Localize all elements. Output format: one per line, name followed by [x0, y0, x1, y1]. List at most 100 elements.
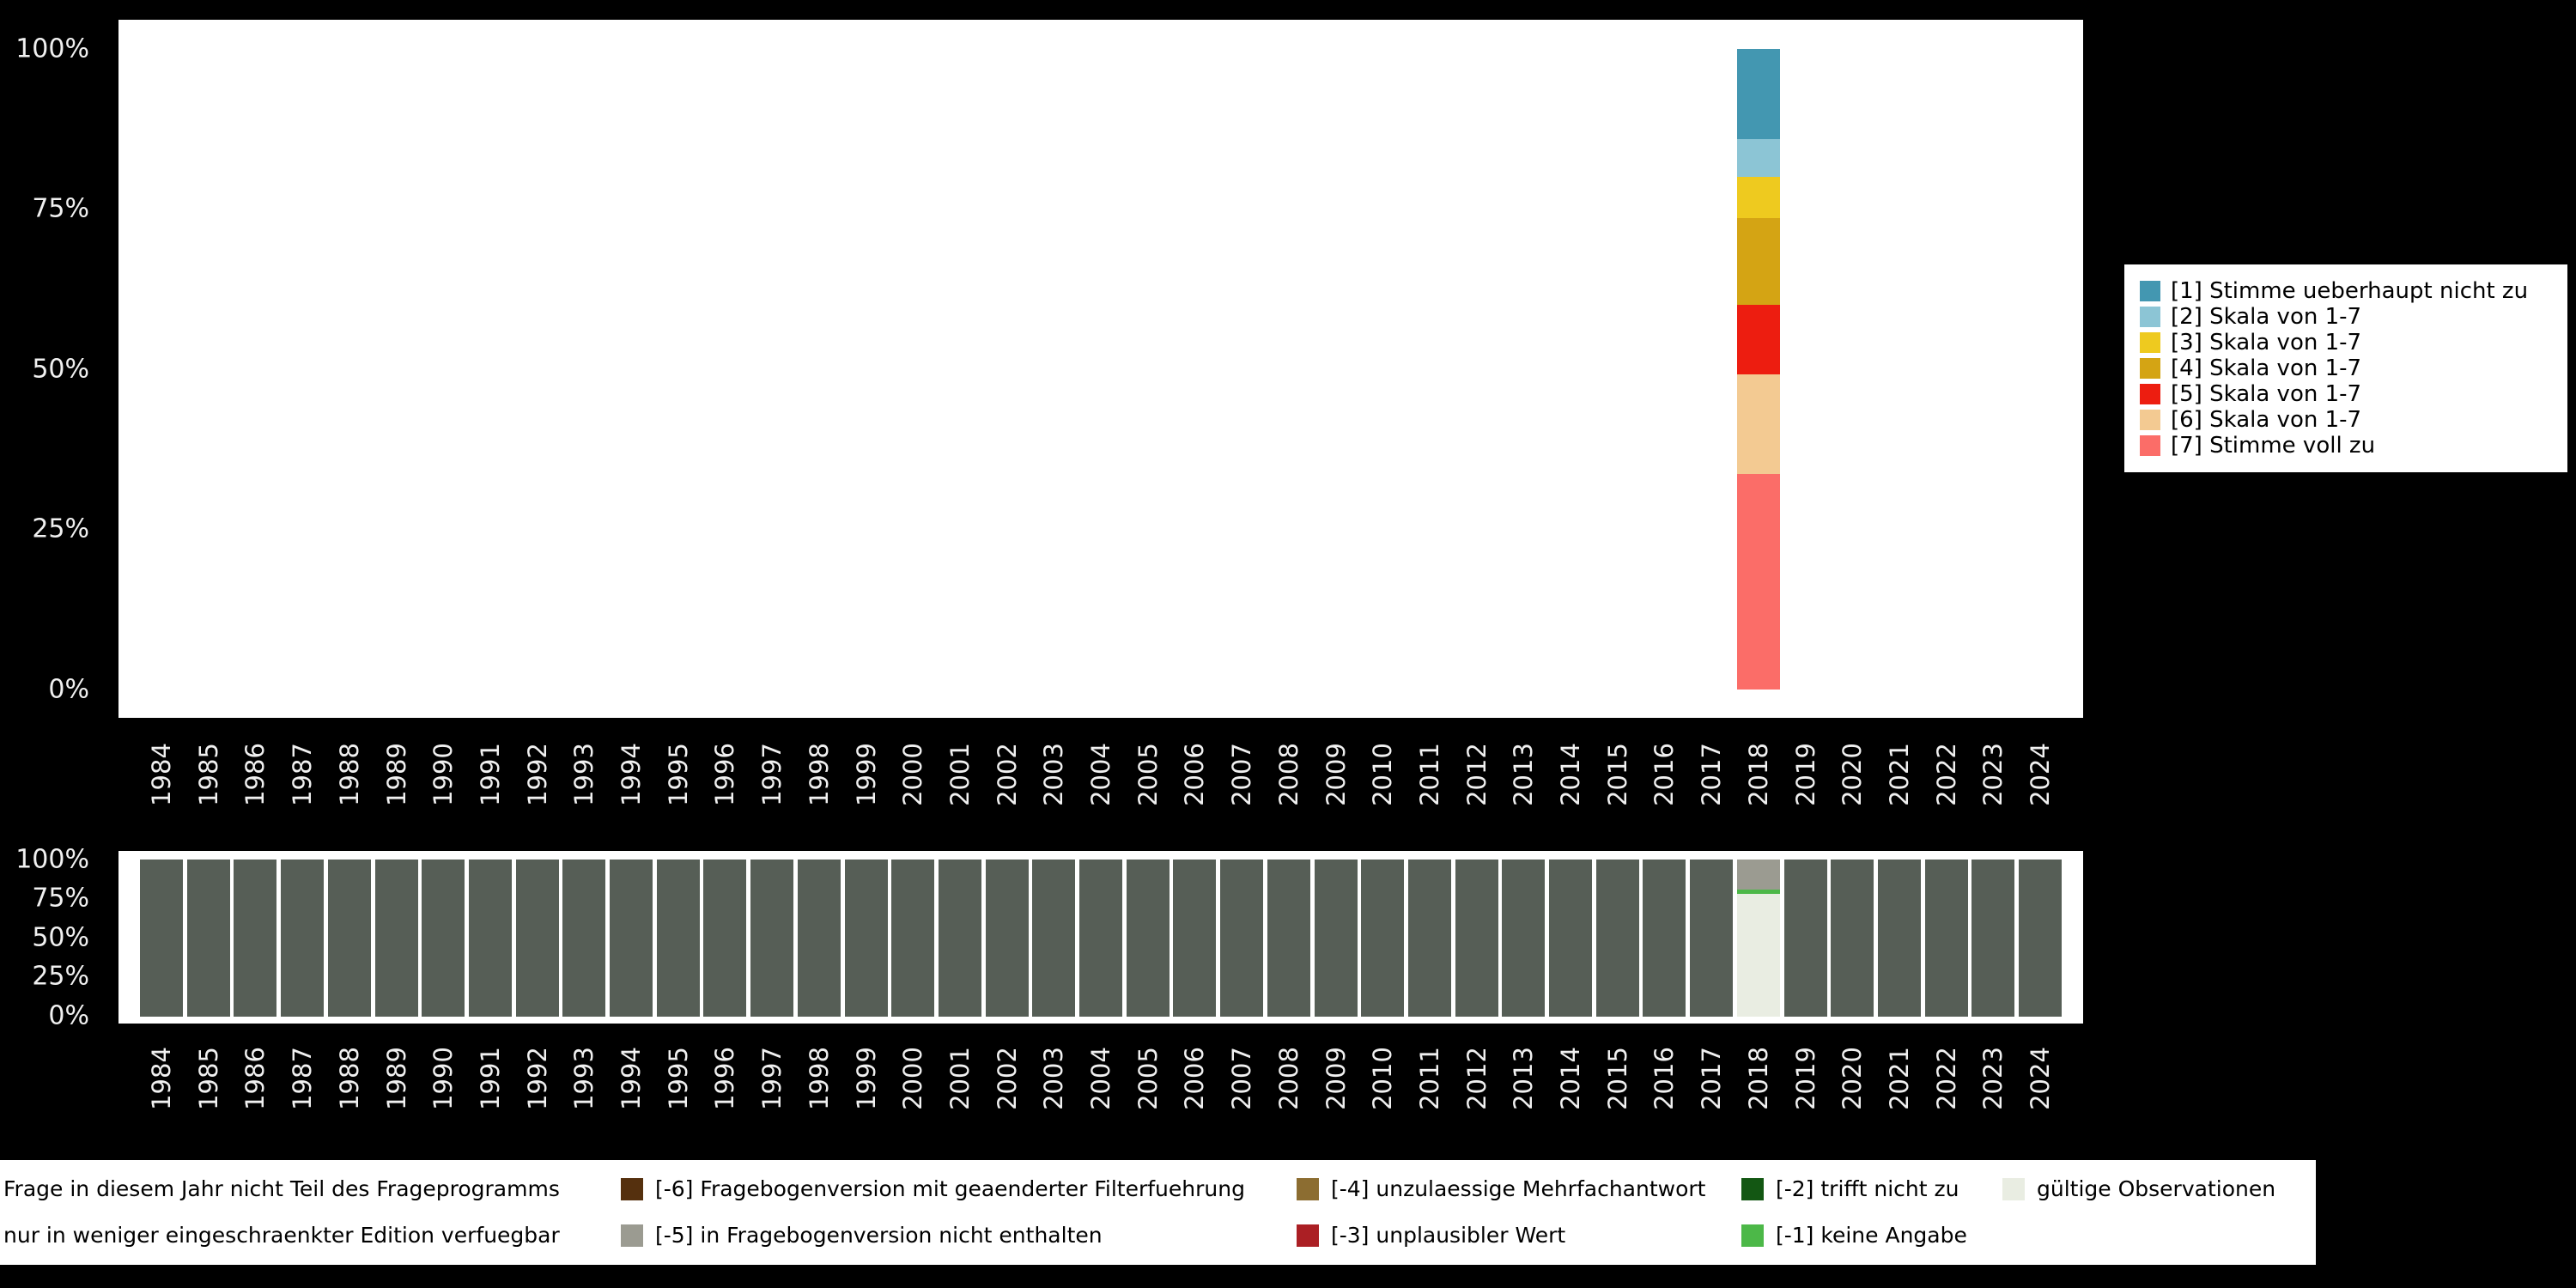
bar-segment — [1736, 49, 1780, 140]
x-tick-label: 1999 — [851, 1047, 881, 1110]
bar-segment — [1643, 860, 1686, 1017]
legend-label: [7] Stimme voll zu — [2171, 433, 2376, 459]
bar-missings-2019 — [1783, 860, 1827, 1017]
x-tick-label: 1992 — [522, 743, 552, 806]
bar-missings-1986 — [234, 860, 277, 1017]
x-tick-label: 2022 — [1931, 1047, 1961, 1110]
bar-missings-2024 — [2019, 860, 2062, 1017]
bar-segment — [938, 860, 981, 1017]
x-tick-label: 1997 — [757, 1047, 787, 1110]
bar-missings-2014 — [1549, 860, 1592, 1017]
x-tick-label: 2007 — [1227, 743, 1257, 806]
y-tick-label: 100% — [15, 33, 89, 64]
x-tick-label: 2023 — [1978, 1047, 2008, 1110]
bar-segment — [374, 860, 418, 1017]
x-tick-label: 2013 — [1509, 1047, 1539, 1110]
x-tick-label: 2012 — [1461, 1047, 1492, 1110]
x-tick-label: 2010 — [1368, 743, 1398, 806]
bar-missings-2015 — [1595, 860, 1639, 1017]
x-tick-label: 2022 — [1931, 743, 1961, 806]
legend-swatch — [2140, 358, 2160, 379]
x-tick-label: 1996 — [710, 743, 740, 806]
bar-missings-1990 — [422, 860, 465, 1017]
bar-segment — [1831, 860, 1874, 1017]
bar-missings-1997 — [750, 860, 794, 1017]
missing-codes-legend: Frage in diesem Jahr nicht Teil des Frag… — [0, 1160, 2316, 1265]
legend-swatch — [621, 1224, 643, 1247]
bottom-chart-plot-area — [118, 851, 2083, 1024]
bar-missings-2006 — [1173, 860, 1217, 1017]
bar-segment — [1736, 889, 1780, 895]
legend-label: [2] Skala von 1-7 — [2171, 304, 2362, 330]
x-tick-label: 1987 — [288, 1047, 318, 1110]
bar-segment — [515, 860, 559, 1017]
x-tick-label: 2020 — [1838, 1047, 1868, 1110]
legend-label: [4] Skala von 1-7 — [2171, 355, 2362, 381]
bar-missings-2016 — [1643, 860, 1686, 1017]
bar-segment — [1173, 860, 1217, 1017]
bar-segment — [1549, 860, 1592, 1017]
bar-segment — [468, 860, 512, 1017]
bar-segment — [1924, 860, 1968, 1017]
bar-missings-2003 — [1032, 860, 1076, 1017]
legend-item: [5] Skala von 1-7 — [2140, 381, 2567, 407]
top-chart-plot-area — [118, 20, 2083, 718]
legend-label: [1] Stimme ueberhaupt nicht zu — [2171, 278, 2529, 304]
bar-segment — [1361, 860, 1405, 1017]
x-tick-label: 2002 — [992, 1047, 1022, 1110]
bar-segment — [1267, 860, 1310, 1017]
x-tick-label: 2012 — [1461, 743, 1492, 806]
top-chart-x-axis: 1984 1985 1986 1987 1988 1989 1990 1991 1992 1993… — [0, 726, 2576, 823]
x-tick-label: 1996 — [710, 1047, 740, 1110]
bar-missings-2005 — [1126, 860, 1170, 1017]
x-tick-label: 2018 — [1743, 743, 1773, 806]
bar-missings-1985 — [186, 860, 230, 1017]
bar-missings-2022 — [1924, 860, 1968, 1017]
y-tick-label: 0% — [48, 674, 89, 705]
bar-missings-2010 — [1361, 860, 1405, 1017]
bar-missings-2020 — [1831, 860, 1874, 1017]
bar-missings-2000 — [891, 860, 935, 1017]
y-tick-label: 25% — [32, 961, 89, 992]
x-tick-label: 2005 — [1133, 1047, 1163, 1110]
bar-missings-2013 — [1502, 860, 1546, 1017]
bar-segment — [2019, 860, 2062, 1017]
x-tick-label: 1986 — [240, 1047, 270, 1110]
x-tick-label: 2009 — [1321, 743, 1351, 806]
x-tick-label: 1995 — [663, 1047, 693, 1110]
x-tick-label: 1993 — [569, 1047, 599, 1110]
x-tick-label: 1994 — [617, 1047, 646, 1110]
bar-segment — [1407, 860, 1451, 1017]
legend-swatch — [1741, 1224, 1764, 1247]
y-tick-label: 25% — [32, 513, 89, 544]
bar-segment — [1502, 860, 1546, 1017]
x-tick-label: 1993 — [569, 743, 599, 806]
y-tick-label: 50% — [32, 922, 89, 953]
legend-label: [5] Skala von 1-7 — [2171, 381, 2362, 407]
bar-missings-2012 — [1455, 860, 1498, 1017]
bar-segment — [1736, 217, 1780, 306]
x-tick-label: 2006 — [1180, 743, 1210, 806]
x-tick-label: 2015 — [1602, 743, 1632, 806]
bar-missings-2011 — [1407, 860, 1451, 1017]
x-tick-label: 2008 — [1273, 1047, 1303, 1110]
bar-segment — [1690, 860, 1734, 1017]
bar-missings-2007 — [1220, 860, 1264, 1017]
legend-swatch — [2140, 332, 2160, 353]
legend-item: [1] Stimme ueberhaupt nicht zu — [2140, 278, 2567, 304]
x-tick-label: 1991 — [475, 743, 505, 806]
legend-item: [6] Skala von 1-7 — [2140, 407, 2567, 433]
x-tick-label: 1997 — [757, 743, 787, 806]
bar-missings-2002 — [985, 860, 1029, 1017]
legend-swatch — [1741, 1178, 1764, 1200]
y-tick-label: 0% — [48, 1000, 89, 1031]
bar-segment — [234, 860, 277, 1017]
bar-segment — [1220, 860, 1264, 1017]
bar-segment — [656, 860, 700, 1017]
bar-segment — [1126, 860, 1170, 1017]
legend-item: [2] Skala von 1-7 — [2140, 304, 2567, 330]
bar-segment — [1736, 474, 1780, 690]
legend-label: [-5] in Fragebogenversion nicht enthalte… — [655, 1223, 1103, 1248]
bar-missings-1987 — [281, 860, 325, 1017]
legend-swatch — [2140, 435, 2160, 456]
